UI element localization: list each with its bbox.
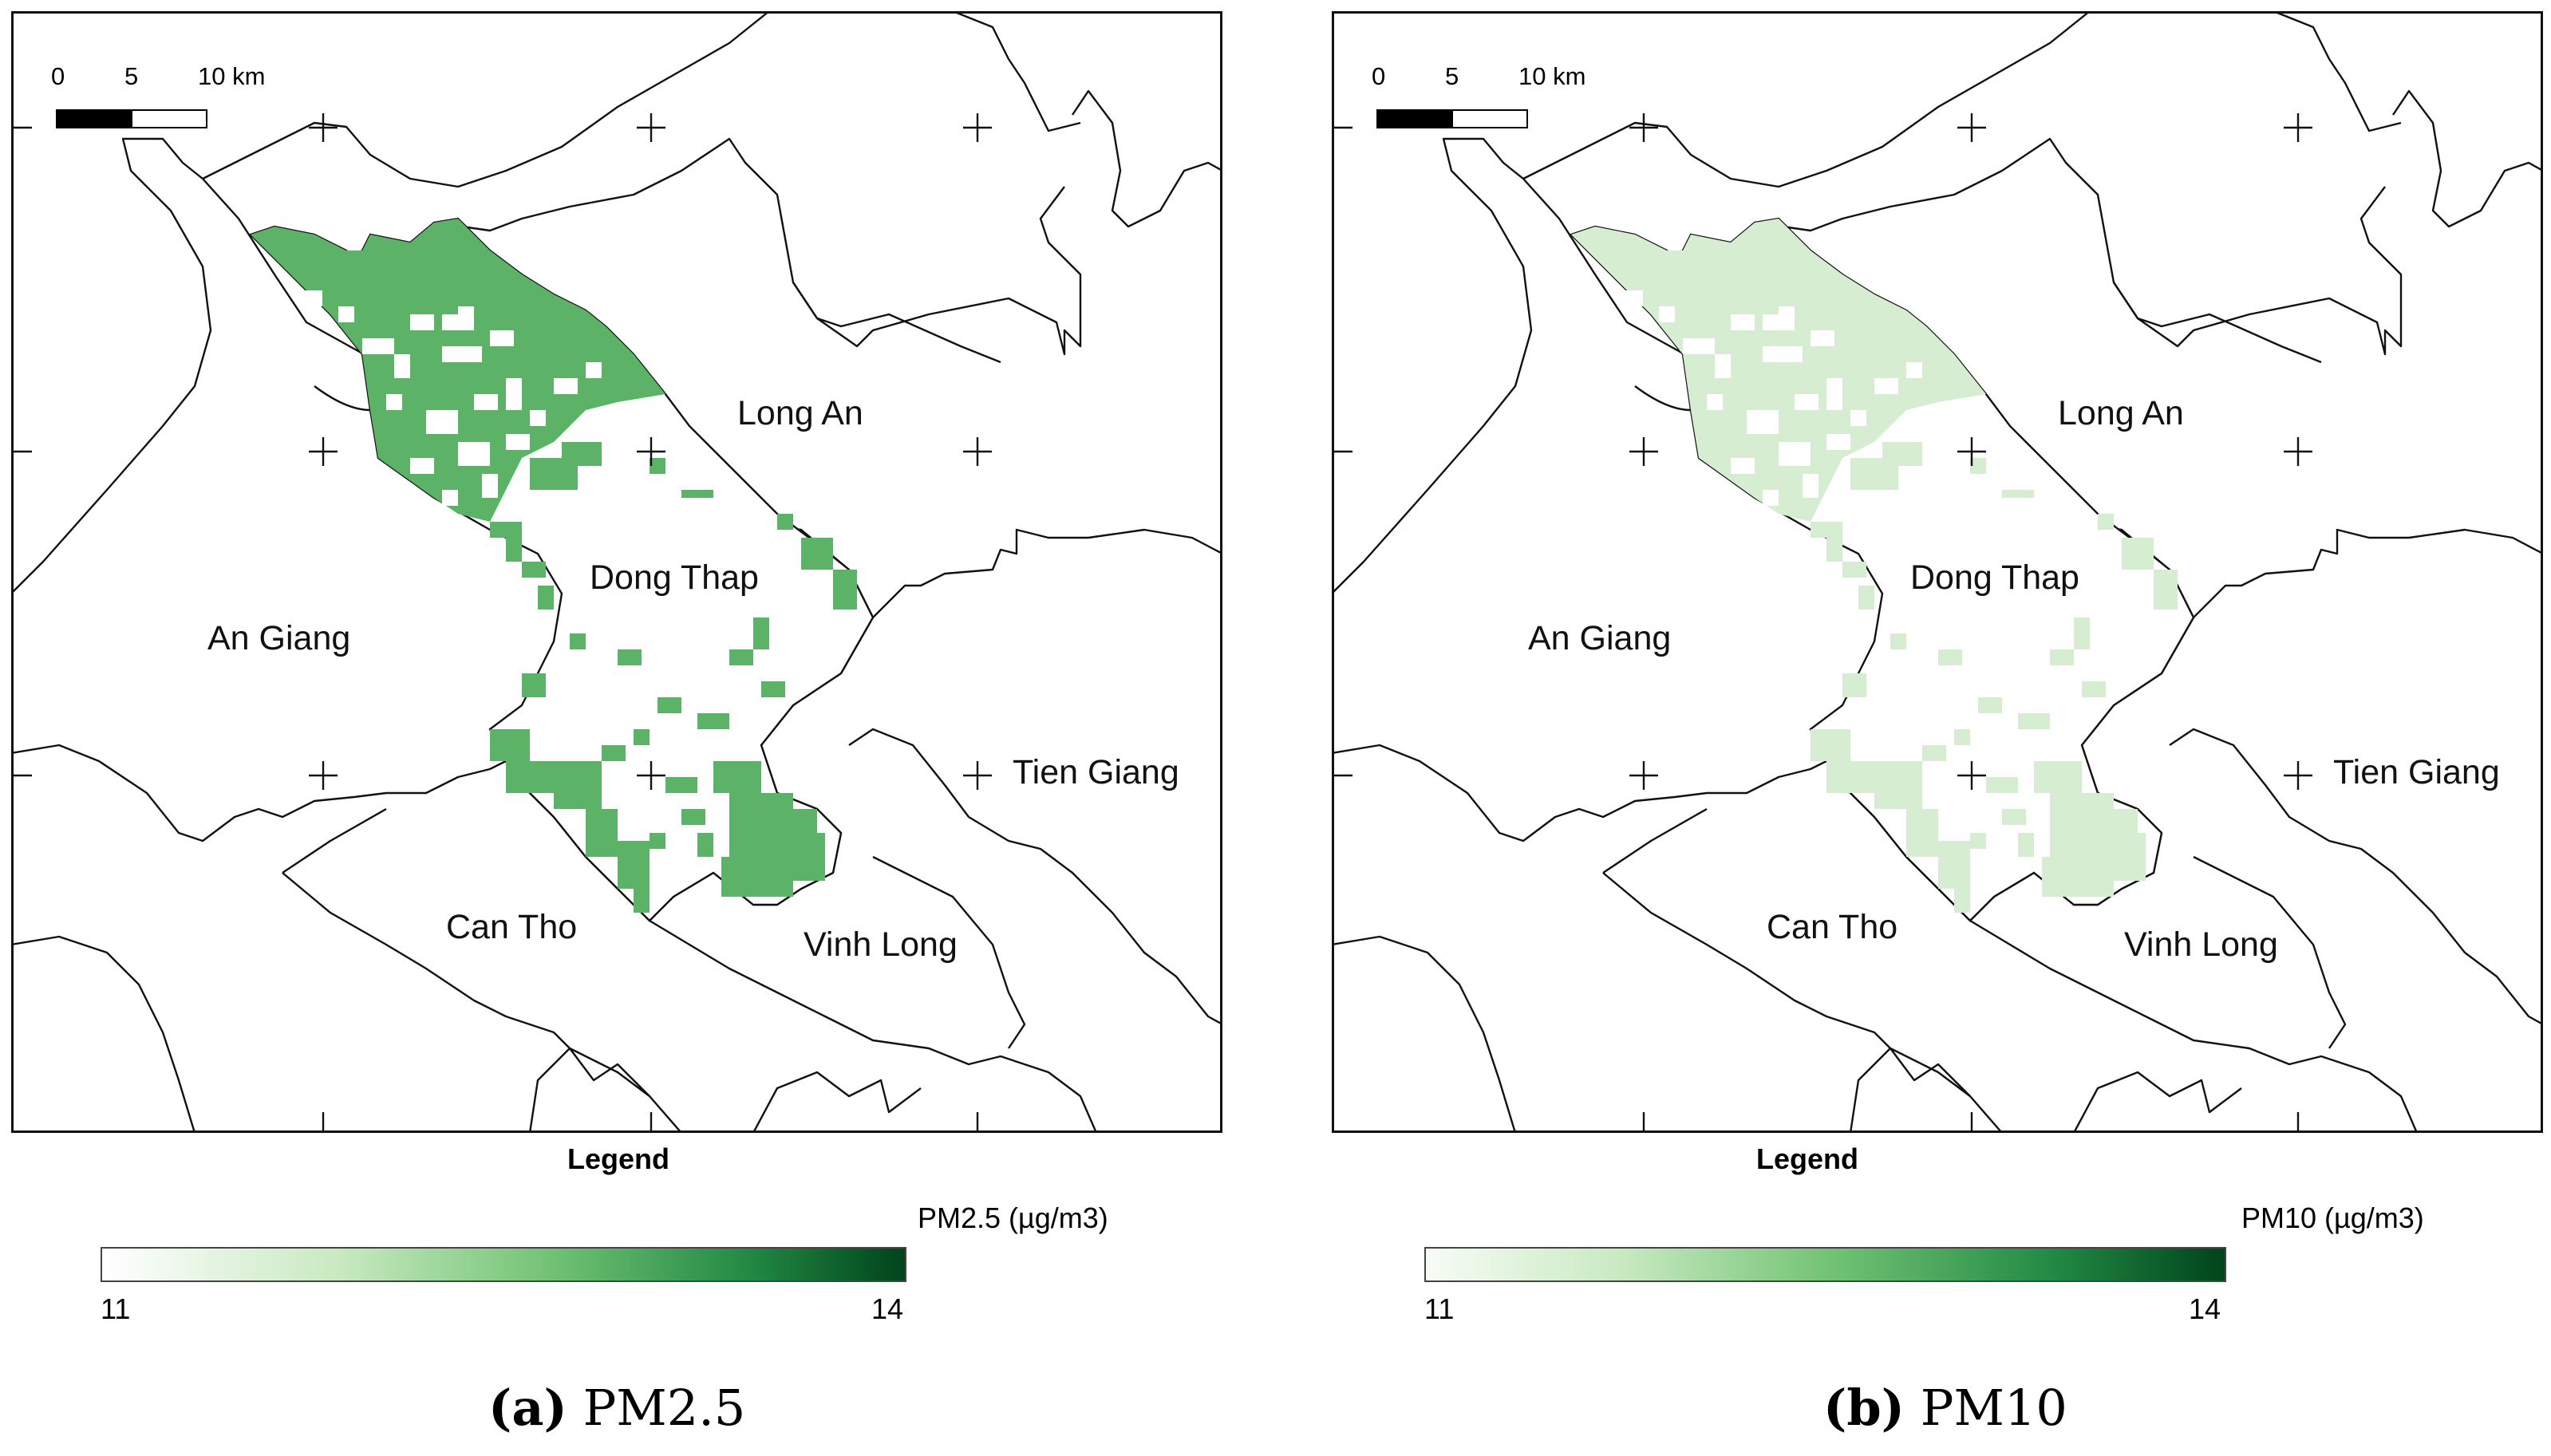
- scale-tick-0: 0: [1372, 62, 1386, 90]
- label-an-giang: An Giang: [207, 619, 350, 657]
- legend-unit: PM10 (µg/m3): [2241, 1201, 2424, 1234]
- label-vinh-long: Vinh Long: [2124, 925, 2278, 964]
- map-panel-pm25: Long An Dong Thap An Giang Tien Giang Ca…: [0, 0, 1245, 1456]
- label-tien-giang: Tien Giang: [1013, 753, 1179, 791]
- scale-tick-0: 0: [51, 62, 65, 90]
- scale-tick-10: 10 km: [1518, 62, 1586, 90]
- scale-bar: [1376, 109, 1528, 128]
- label-an-giang: An Giang: [1528, 619, 1671, 657]
- legend-title: Legend: [1755, 1142, 1858, 1175]
- legend-title: Legend: [567, 1142, 669, 1175]
- caption-text: PM2.5: [582, 1379, 746, 1437]
- graticule: [1332, 113, 2312, 1133]
- label-dong-thap: Dong Thap: [1910, 558, 2079, 597]
- colorbar-min-label: 11: [101, 1292, 131, 1325]
- legend-unit: PM2.5 (µg/m3): [918, 1201, 1108, 1234]
- colorbar-max-label: 14: [2189, 1292, 2221, 1325]
- pm-cells: [1571, 219, 2178, 913]
- label-can-tho: Can Tho: [1767, 908, 1897, 946]
- map-panel-pm10: Long An Dong Thap An Giang Tien Giang Ca…: [1321, 0, 2551, 1456]
- scale-tick-10: 10 km: [198, 62, 266, 90]
- colorbar: [101, 1247, 906, 1282]
- caption-letter: (a): [488, 1379, 567, 1437]
- caption-a: (a) PM2.5: [488, 1379, 745, 1437]
- province-boundaries: [11, 11, 1222, 1133]
- label-can-tho: Can Tho: [446, 908, 577, 946]
- map-frame: Long An Dong Thap An Giang Tien Giang Ca…: [11, 11, 1222, 1133]
- label-dong-thap: Dong Thap: [590, 558, 759, 597]
- map-frame: Long An Dong Thap An Giang Tien Giang Ca…: [1332, 11, 2543, 1133]
- label-vinh-long: Vinh Long: [804, 925, 958, 964]
- colorbar-min-label: 11: [1424, 1292, 1455, 1325]
- label-tien-giang: Tien Giang: [2333, 753, 2500, 791]
- scale-tick-5: 5: [1445, 62, 1459, 90]
- scale-bar: [56, 109, 207, 128]
- graticule: [11, 113, 992, 1133]
- cell-gaps: [1619, 290, 1922, 522]
- caption-text: PM10: [1920, 1379, 2067, 1437]
- scale-tick-5: 5: [124, 62, 139, 90]
- caption-letter: (b): [1823, 1379, 1905, 1437]
- colorbar-max-label: 14: [871, 1292, 904, 1325]
- colorbar: [1424, 1247, 2226, 1282]
- label-long-an: Long An: [737, 394, 863, 432]
- caption-b: (b) PM10: [1823, 1379, 2067, 1437]
- pm-cells: [251, 219, 857, 913]
- cell-gaps: [298, 290, 602, 522]
- label-long-an: Long An: [2058, 394, 2184, 432]
